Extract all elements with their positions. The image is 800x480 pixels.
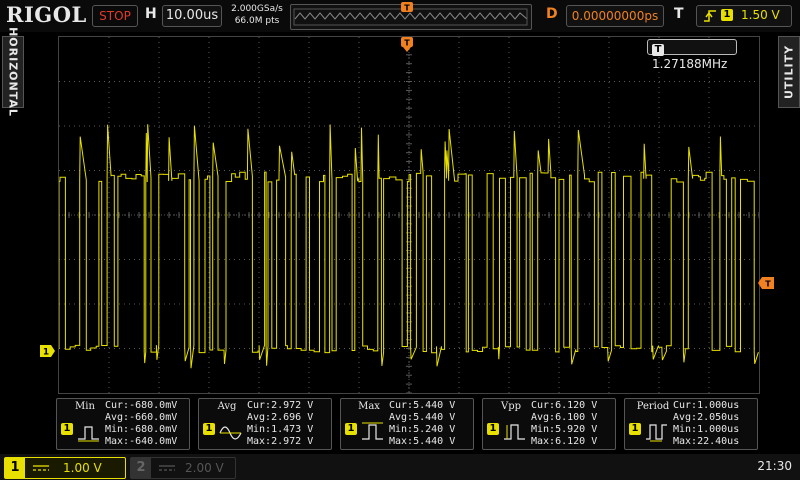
max-icon [362,422,383,440]
trigger-channel-badge: 1 [721,9,733,21]
ch2-status[interactable]: 2 2.00 V [130,457,236,479]
ch2-scale: 2.00 V [185,461,224,475]
memory-depth: 66.0M pts [234,16,280,26]
measurement-channel-badge: 1 [345,423,357,435]
ch1-status[interactable]: 1 1.00 V [4,457,126,479]
measurement-min-value: Min:5.920 V [531,424,598,435]
horizontal-tab-label: HORIZONTAL [6,27,20,117]
measurement-avg: Avg:2.696 V [247,412,314,423]
vpp-icon [504,424,525,440]
avg-icon [219,426,242,440]
delay-label: D [546,6,558,22]
measurement-max-value: Max:6.120 V [531,436,598,447]
acquisition-info: 2.000GSa/s 66.0M pts [226,3,288,27]
measurement-channel-badge: 1 [487,423,499,435]
measurement-name: Min [75,401,95,412]
dc-coupling-icon [33,465,49,471]
min-icon [78,426,99,442]
measurement-cur: Cur:5.440 V [389,400,456,411]
measurement-avg: Avg:2.050us [673,412,740,423]
ch1-trace [59,124,759,369]
trigger-time-marker-label: T [404,39,410,48]
trigger-time-marker[interactable]: T [401,37,413,53]
trigger-label: T [674,6,684,22]
measurement-min-value: Min:5.240 V [389,424,456,435]
measurement-name: Avg [217,401,237,412]
measurement-max-value: Max:-640.0mV [105,436,178,447]
measurement-name: Max [358,401,380,412]
ch1-ground-marker-label: 1 [43,348,49,358]
measurement-avg: Avg:5.440 V [389,412,456,423]
measurement-period[interactable]: Period 1 Cur:1.000us Avg:2.050us Min:1.000… [624,398,758,450]
ch2-number: 2 [131,458,151,478]
trigger-frequency-counter: T 1.27188MHz [647,39,737,71]
frequency-value: 1.27188MHz [652,57,728,71]
measurement-cur: Cur:6.120 V [531,400,598,411]
trigger-position-label: T [404,4,410,13]
measurement-min[interactable]: Min 1 Cur:-680.0mV Avg:-660.0mV Min:-680.0… [56,398,190,450]
measurement-min-value: Min:-680.0mV [105,424,178,435]
trigger-level-marker[interactable]: T [758,277,774,289]
waveform-display[interactable] [58,36,760,394]
measurement-channel-badge: 1 [629,423,641,435]
channel-status-bar: 1 1.00 V 2 2.00 V 21:30 [0,454,800,480]
ch1-waveform [59,124,759,369]
trigger-rising-edge-icon [704,10,716,22]
measurement-min-value: Min:1.473 V [247,424,314,435]
horizontal-delay-value[interactable]: 0.00000000ps [566,5,664,27]
run-stop-status[interactable]: STOP [92,5,138,27]
horizontal-label: H [145,6,157,22]
trigger-settings[interactable]: 1 1.50 V [696,5,792,27]
utility-tab-label: UTILITY [782,44,796,100]
graticule [59,37,759,393]
measurement-max-value: Max:5.440 V [389,436,456,447]
measurement-max-value: Max:2.972 V [247,436,314,447]
measurement-avg: Avg:6.100 V [531,412,598,423]
measurement-name: Period [636,401,670,412]
utility-menu-tab[interactable]: UTILITY [778,36,800,108]
ch1-scale: 1.00 V [63,461,102,475]
top-status-bar: RIGOL STOP H 10.00us 2.000GSa/s 66.0M pt… [0,0,800,32]
measurement-channel-badge: 1 [61,423,73,435]
measurement-channel-badge: 1 [203,423,215,435]
period-icon [646,424,667,442]
horizontal-menu-tab[interactable]: HORIZONTAL [2,27,24,117]
measurement-cur: Cur:-680.0mV [105,400,178,411]
frequency-badge: T [652,44,664,56]
measurement-min-value: Min:1.000us [673,424,740,435]
brand-logo: RIGOL [6,2,87,27]
trigger-level-marker-label: T [765,280,771,289]
ch1-ground-marker[interactable]: 1 [40,345,56,357]
measurement-avg: Avg:-660.0mV [105,412,178,423]
dc-coupling-icon [159,465,175,471]
trigger-position-icon: T [401,2,413,13]
system-clock: 21:30 [757,459,792,473]
measurement-cur: Cur:1.000us [673,400,740,411]
measurement-name: Vpp [500,401,522,412]
ch1-number: 1 [5,458,25,478]
measurement-cur: Cur:2.972 V [247,400,314,411]
sample-rate: 2.000GSa/s [231,4,283,14]
timebase-value[interactable]: 10.00us [162,5,222,27]
measurement-max-value: Max:22.40us [673,436,740,447]
trigger-level-value: 1.50 V [741,8,780,22]
